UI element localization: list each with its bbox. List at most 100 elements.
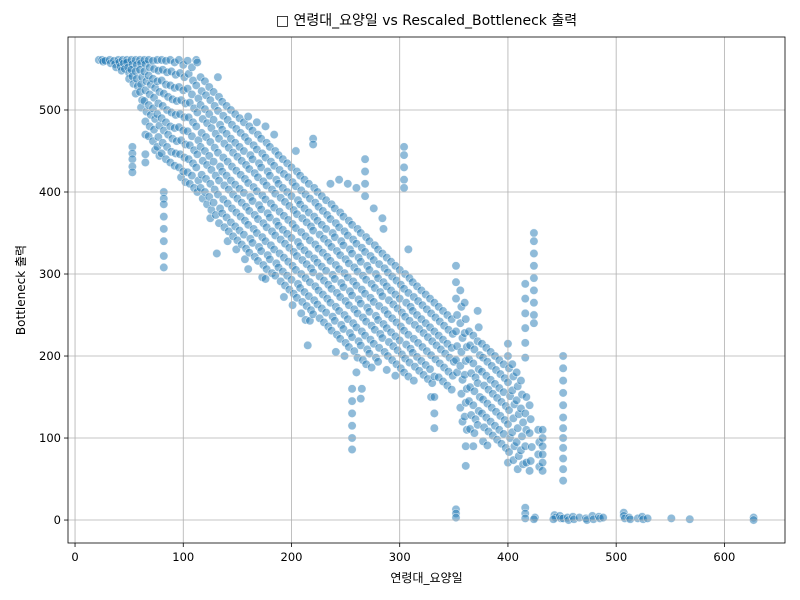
scatter-point [526,456,536,466]
scatter-point [455,285,465,295]
scatter-point [529,273,539,283]
scatter-point [191,162,201,172]
scatter-point [529,514,539,524]
scatter-point [685,514,695,524]
scatter-point [308,226,318,236]
scatter-point [399,183,409,193]
scatter-point [338,282,348,292]
scatter-point [159,236,169,246]
scatter-point [330,274,340,284]
chart-title: □ 연령대_요양일 vs Rescaled_Bottleneck 출력 [276,13,577,29]
scatter-point [243,112,253,122]
scatter-point [447,385,457,395]
scatter-point [209,198,219,208]
scatter-point [356,257,366,267]
scatter-point [377,291,387,301]
scatter-point [521,392,531,402]
scatter-point [558,376,568,386]
scatter-point [265,254,275,264]
scatter-point [520,294,530,304]
scatter-point [338,240,348,250]
x-tick-label: 400 [497,550,519,564]
scatter-point [369,203,379,213]
y-tick-label: 400 [39,185,61,199]
scatter-point [256,246,266,256]
scatter-point [409,376,419,386]
scatter-point [429,392,439,402]
scatter-point [558,464,568,474]
scatter-point [460,298,470,308]
y-tick-label: 500 [39,103,61,117]
scatter-point [212,249,222,259]
scatter-point [261,121,271,131]
scatter-point [529,298,539,308]
scatter-point [538,449,548,459]
y-axis-label: Bottleneck 출력 [14,245,28,335]
scatter-point [187,131,197,141]
scatter-point [390,371,400,381]
scatter-point [347,290,357,300]
scatter-point [269,130,279,140]
scatter-point [127,167,137,177]
scatter-point [399,150,409,160]
scatter-point [256,204,266,214]
scatter-point [334,175,344,185]
scatter-point [261,274,271,284]
scatter-point [378,224,388,234]
scatter-point [451,261,461,271]
scatter-point [468,441,478,451]
scatter-point [538,466,548,476]
scatter-point [517,431,527,441]
scatter-point [187,89,197,99]
scatter-point [538,458,548,468]
scatter-point [469,344,479,354]
scatter-point [558,388,568,398]
scatter-point [357,384,367,394]
scatter-point [351,183,361,193]
scatter-point [321,224,331,234]
scatter-point [347,384,357,394]
scatter-point [288,300,298,310]
scatter-point [373,357,383,367]
scatter-point [520,279,530,289]
scatter-point [159,224,169,234]
scatter-point [296,308,306,318]
scatter-point [338,324,348,334]
scatter-point [364,307,374,317]
scatter-point [347,445,357,455]
scatter-point [425,364,435,374]
scatter-point [321,308,331,318]
scatter-point [191,80,201,90]
scatter-point [558,476,568,486]
scatter-point [308,267,318,277]
x-axis-label: 연령대_요양일 [390,571,462,585]
scatter-point [529,310,539,320]
scatter-point [360,191,370,201]
scatter-point [520,323,530,333]
scatter-point [558,454,568,464]
x-tick-label: 500 [605,550,627,564]
scatter-point [367,362,377,372]
grid-lines [68,37,785,543]
scatter-point [451,277,461,287]
scatter-point [140,149,150,159]
scatter-point [468,400,478,410]
scatter-point [356,394,366,404]
scatter-point [265,171,275,181]
scatter-point [270,271,280,281]
y-axis: 0 100 200 300 400 500 [39,103,68,527]
scatter-point [512,367,522,377]
scatter-point [399,162,409,172]
scatter-point [252,117,262,127]
y-tick-label: 0 [54,513,61,527]
scatter-point [525,466,535,476]
x-tick-label: 600 [713,550,735,564]
scatter-point [213,72,223,82]
scatter-point [512,395,522,405]
scatter-point [239,230,249,240]
scatter-point [265,212,275,222]
scatter-point [159,212,169,222]
scatter-point [525,400,535,410]
y-tick-label: 300 [39,267,61,281]
